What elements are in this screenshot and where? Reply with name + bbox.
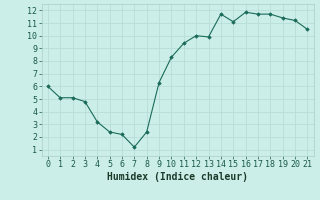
X-axis label: Humidex (Indice chaleur): Humidex (Indice chaleur) [107, 172, 248, 182]
